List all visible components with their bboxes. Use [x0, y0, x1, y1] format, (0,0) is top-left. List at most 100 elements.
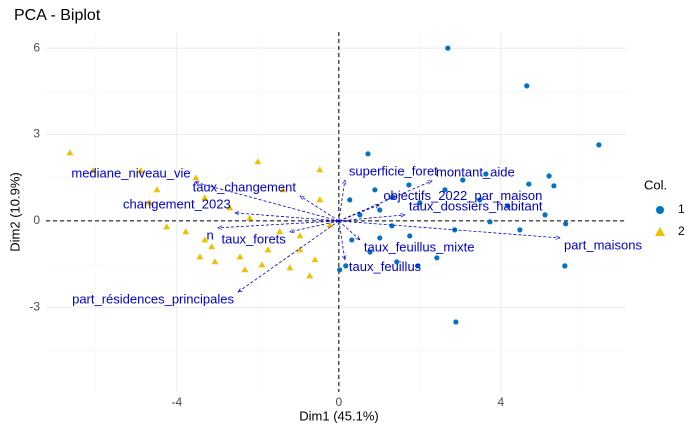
variable-arrow — [238, 220, 340, 292]
x-axis-label: Dim1 (45.1%) — [299, 408, 378, 423]
legend-label: 2 — [678, 224, 685, 238]
variable-label: taux_dossiers_habitant — [409, 198, 543, 213]
point — [146, 199, 154, 206]
point — [377, 235, 383, 241]
point — [477, 197, 483, 203]
variable-label: part_résidences_principales — [72, 292, 234, 307]
point — [337, 267, 343, 273]
variable-arrow — [338, 180, 432, 222]
point — [276, 228, 284, 235]
point — [517, 227, 523, 233]
variable-arrow — [338, 205, 380, 222]
variable-label: taux_feuillus_mixte — [364, 239, 475, 254]
variable-arrow — [300, 196, 340, 222]
point — [349, 237, 355, 243]
point — [226, 204, 234, 211]
variable-arrow — [338, 220, 560, 238]
point — [483, 171, 489, 177]
point — [326, 221, 334, 228]
point — [211, 258, 219, 265]
variable-label: objectifs_2022_par_maison — [383, 188, 542, 203]
point — [316, 196, 324, 203]
point — [487, 219, 493, 225]
variable-label: superficie_foret — [349, 163, 438, 178]
point — [357, 212, 363, 218]
point — [163, 223, 171, 230]
point — [241, 266, 249, 273]
point — [417, 200, 423, 206]
point — [562, 263, 568, 269]
y-tick-label: 6 — [33, 40, 40, 54]
point — [192, 174, 200, 181]
point — [258, 261, 266, 268]
variable-label: taux_changement — [193, 179, 297, 194]
variable-label: montant_aide — [436, 164, 515, 179]
y-tick-label: -3 — [29, 299, 40, 313]
point — [442, 187, 448, 193]
variable-label: taux_forets — [221, 231, 286, 246]
variable-arrow — [338, 180, 345, 221]
x-tick-label: 4 — [498, 395, 505, 409]
legend-title: Col. — [644, 177, 667, 192]
point — [254, 158, 262, 165]
point — [415, 263, 421, 269]
point — [296, 246, 304, 253]
chart-title: PCA - Biplot — [14, 7, 101, 24]
point — [367, 249, 373, 255]
point — [551, 183, 557, 189]
point — [372, 187, 378, 193]
variable-arrow — [290, 220, 339, 232]
point — [505, 203, 511, 209]
point — [137, 167, 145, 174]
point — [296, 232, 304, 239]
point — [182, 228, 190, 235]
point — [596, 142, 602, 148]
point — [236, 253, 244, 260]
point — [208, 243, 216, 250]
point — [406, 182, 412, 188]
point — [542, 212, 548, 218]
variable-arrow — [338, 215, 405, 222]
point — [286, 264, 294, 271]
legend-marker — [656, 206, 664, 214]
point — [196, 253, 204, 260]
point — [434, 255, 440, 261]
point — [526, 181, 532, 187]
y-axis-label: Dim2 (10.9%) — [7, 172, 22, 251]
x-tick-label: 0 — [335, 395, 342, 409]
point — [365, 151, 371, 157]
point — [460, 177, 466, 183]
variable-label: part_maisons — [564, 237, 643, 252]
point — [306, 272, 314, 279]
variable-arrow — [235, 213, 339, 222]
point — [279, 186, 287, 193]
point — [153, 186, 161, 193]
variable-label: taux_feuillus — [349, 259, 422, 274]
variable-label: changement_2023 — [123, 196, 231, 211]
variable-arrow — [338, 220, 360, 240]
point — [394, 259, 400, 265]
point — [453, 319, 459, 325]
point — [246, 214, 254, 221]
legend-marker — [655, 227, 665, 236]
point — [201, 236, 209, 243]
point — [563, 221, 569, 227]
point — [89, 167, 97, 174]
point — [524, 83, 530, 89]
variable-arrow — [218, 220, 339, 228]
point — [201, 194, 209, 201]
y-tick-label: 3 — [33, 127, 40, 141]
point — [407, 233, 413, 239]
point — [311, 256, 319, 263]
point — [377, 207, 383, 213]
variable-label: n — [206, 227, 213, 242]
point — [389, 223, 395, 229]
variable-label: mediane_niveau_vie — [71, 165, 190, 180]
point — [445, 45, 451, 51]
y-tick-label: 0 — [33, 213, 40, 227]
variable-arrow — [338, 220, 345, 260]
point — [347, 197, 353, 203]
x-tick-label: -4 — [171, 395, 182, 409]
point — [546, 173, 552, 179]
point — [264, 246, 272, 253]
